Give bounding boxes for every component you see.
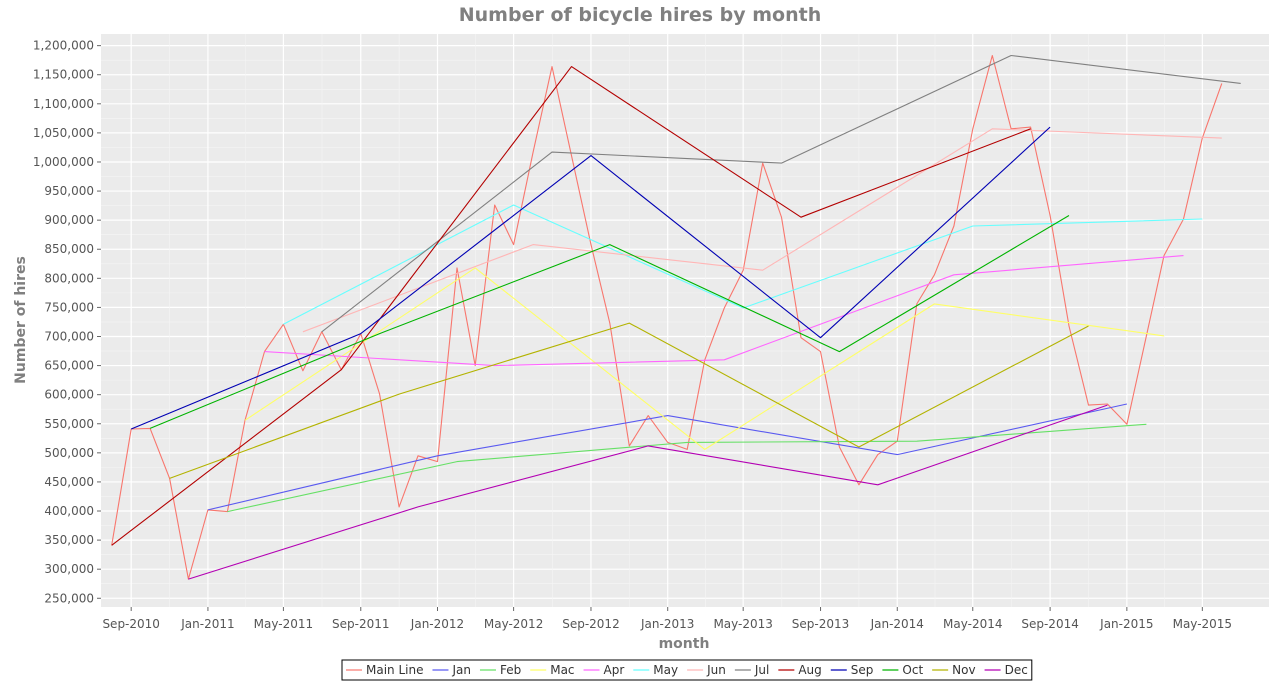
series-line-sep bbox=[130, 126, 1051, 430]
y-tick-label: 950,000 bbox=[44, 184, 94, 198]
x-tick-label: Sep-2011 bbox=[332, 617, 390, 631]
y-tick-label: 1,100,000 bbox=[33, 97, 94, 111]
x-tick-label: Sep-2013 bbox=[792, 617, 850, 631]
y-tick-label: 350,000 bbox=[44, 533, 94, 547]
y-tick-label: 400,000 bbox=[44, 504, 94, 518]
series-line-nov bbox=[169, 322, 1089, 479]
y-tick-label: 500,000 bbox=[44, 446, 94, 460]
legend-label-aug: Aug bbox=[798, 663, 821, 677]
x-tick-label: May-2013 bbox=[713, 617, 772, 631]
series-line-jun bbox=[302, 128, 1222, 333]
x-axis-title: month bbox=[659, 636, 710, 652]
x-tick-label: May-2011 bbox=[254, 617, 313, 631]
series-line-mac bbox=[244, 267, 1165, 450]
y-tick-label: 800,000 bbox=[44, 271, 94, 285]
x-tick-label: Jan-2011 bbox=[180, 617, 234, 631]
legend-label-may: May bbox=[653, 663, 678, 677]
legend-label-dec: Dec bbox=[1005, 663, 1028, 677]
legend-label-nov: Nov bbox=[952, 663, 975, 677]
x-tick-label: Sep-2014 bbox=[1021, 617, 1079, 631]
x-tick-label: Jan-2012 bbox=[410, 617, 464, 631]
x-tick-label: Sep-2010 bbox=[102, 617, 160, 631]
legend-label-mac: Mac bbox=[550, 663, 574, 677]
series-lines bbox=[111, 54, 1241, 580]
y-tick-label: 600,000 bbox=[44, 388, 94, 402]
x-tick-label: Jan-2013 bbox=[640, 617, 694, 631]
y-tick-label: 250,000 bbox=[44, 591, 94, 605]
y-tick-label: 700,000 bbox=[44, 329, 94, 343]
legend-label-jun: Jun bbox=[706, 663, 726, 677]
y-tick-label: 550,000 bbox=[44, 417, 94, 431]
legend-label-oct: Oct bbox=[902, 663, 923, 677]
x-tick-label: May-2012 bbox=[484, 617, 543, 631]
y-tick-label: 300,000 bbox=[44, 562, 94, 576]
y-tick-label: 1,000,000 bbox=[33, 155, 94, 169]
x-axis-ticks: Sep-2010 Jan-2011 May-2011 Sep-2011 Jan-2012… bbox=[102, 607, 1232, 631]
chart-title: Number of bicycle hires by month bbox=[459, 4, 821, 26]
y-tick-label: 1,200,000 bbox=[33, 39, 94, 53]
grid bbox=[101, 34, 1269, 607]
y-tick-label: 750,000 bbox=[44, 300, 94, 314]
legend: Main Line Jan Feb Mac Apr May Jun Jul Aug Sep Oct N… bbox=[341, 659, 1033, 681]
legend-label-feb: Feb bbox=[500, 663, 521, 677]
y-tick-label: 1,150,000 bbox=[33, 68, 94, 82]
series-line-main-line bbox=[111, 54, 1223, 580]
y-tick-label: 900,000 bbox=[44, 213, 94, 227]
legend-box bbox=[341, 659, 1033, 681]
y-tick-label: 1,050,000 bbox=[33, 126, 94, 140]
plot-background bbox=[101, 34, 1269, 607]
x-tick-label: May-2015 bbox=[1173, 617, 1232, 631]
legend-label-jan: Jan bbox=[451, 663, 471, 677]
y-tick-label: 450,000 bbox=[44, 475, 94, 489]
series-line-oct bbox=[149, 215, 1070, 429]
series-line-dec bbox=[188, 404, 1108, 580]
legend-label-jul: Jul bbox=[754, 663, 769, 677]
y-tick-label: 850,000 bbox=[44, 242, 94, 256]
y-axis-title: Number of hires bbox=[13, 256, 29, 384]
series-line-aug bbox=[111, 66, 1031, 546]
series-line-jul bbox=[321, 54, 1241, 333]
series-line-jan bbox=[207, 403, 1128, 511]
legend-label-sep: Sep bbox=[851, 663, 874, 677]
y-axis-ticks: 250,000 300,000 350,000 400,000 450,000 500,0… bbox=[33, 39, 101, 605]
y-tick-label: 650,000 bbox=[44, 359, 94, 373]
series-line-apr bbox=[264, 255, 1184, 367]
x-tick-label: Sep-2012 bbox=[562, 617, 620, 631]
legend-label-apr: Apr bbox=[604, 663, 625, 677]
x-tick-label: Jan-2014 bbox=[870, 617, 924, 631]
series-line-feb bbox=[227, 423, 1147, 513]
x-tick-label: Jan-2015 bbox=[1099, 617, 1153, 631]
legend-label-main-line: Main Line bbox=[366, 663, 423, 677]
x-tick-label: May-2014 bbox=[943, 617, 1002, 631]
